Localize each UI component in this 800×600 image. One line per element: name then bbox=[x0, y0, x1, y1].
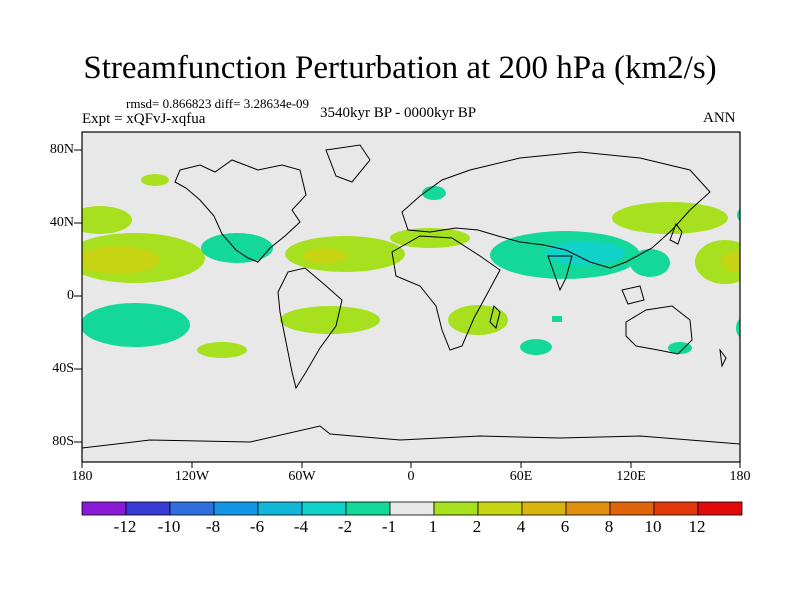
colorbar-label: -4 bbox=[293, 517, 309, 536]
colorbar-label: 10 bbox=[644, 517, 662, 536]
colorbar-label: 6 bbox=[560, 517, 570, 536]
lon-tick-180w: 180 bbox=[71, 469, 93, 484]
colorbar-label: -12 bbox=[113, 517, 137, 536]
colorbar-label: -6 bbox=[249, 517, 265, 536]
coast-japan bbox=[669, 222, 683, 245]
colorbar-label: -2 bbox=[337, 517, 353, 536]
map-background bbox=[82, 132, 740, 462]
colorbar-label: 2 bbox=[472, 517, 482, 536]
contour-fills bbox=[82, 174, 740, 358]
colorbar-box bbox=[81, 501, 127, 516]
colorbar bbox=[81, 501, 743, 516]
contour-neg-epacific bbox=[201, 233, 273, 263]
colorbar-label: -10 bbox=[157, 517, 181, 536]
contour-neg-small bbox=[552, 316, 562, 322]
lon-tick-120w: 120W bbox=[174, 469, 210, 484]
contour-pos-alaska bbox=[141, 174, 169, 186]
coast-borneo bbox=[621, 285, 645, 305]
lat-tick-80n: 80N bbox=[49, 142, 74, 157]
colorbar-box bbox=[697, 501, 743, 516]
lon-tick-180e: 180 bbox=[729, 469, 751, 484]
colorbar-box bbox=[169, 501, 215, 516]
contour-pos-atlantic-core bbox=[303, 248, 347, 264]
colorbar-box bbox=[433, 501, 479, 516]
lon-tick-60w: 60W bbox=[288, 469, 316, 484]
colorbar-box bbox=[521, 501, 567, 516]
coast-europe-asia bbox=[401, 151, 711, 269]
colorbar-label: -8 bbox=[205, 517, 221, 536]
experiment-label: Expt = xQFvJ-xqfua bbox=[82, 111, 206, 127]
contour-neg-wpacific-s bbox=[630, 249, 670, 277]
coast-madagascar bbox=[489, 305, 501, 329]
contour-neg-spacific bbox=[82, 303, 190, 347]
coast-south-america bbox=[277, 267, 343, 390]
coast-africa bbox=[391, 235, 501, 351]
contour-pos-nwpacific bbox=[612, 202, 728, 234]
colorbar-box bbox=[213, 501, 259, 516]
coast-india bbox=[547, 255, 573, 292]
contour-pos-npacific-core bbox=[82, 246, 160, 274]
coast-newzealand bbox=[719, 348, 727, 368]
colorbar-box bbox=[477, 501, 523, 516]
contour-pos-sindian bbox=[448, 305, 508, 335]
contour-pos-sh-1 bbox=[197, 342, 247, 358]
contour-neg-scand bbox=[422, 186, 446, 200]
colorbar-box bbox=[609, 501, 655, 516]
colorbar-box bbox=[125, 501, 171, 516]
colorbar-box bbox=[565, 501, 611, 516]
coastlines bbox=[82, 144, 740, 449]
lat-tick-0: 0 bbox=[67, 288, 74, 303]
contour-pos-wpacific bbox=[695, 240, 740, 284]
lat-tick-40s: 40S bbox=[52, 361, 74, 376]
colorbar-label: 1 bbox=[428, 517, 438, 536]
lat-tick-40n: 40N bbox=[49, 215, 74, 230]
contour-neg-edge bbox=[737, 208, 740, 222]
contour-pos-npacific-n bbox=[82, 206, 132, 234]
lat-ticks bbox=[74, 149, 82, 443]
lon-tick-0: 0 bbox=[407, 469, 415, 484]
colorbar-box bbox=[345, 501, 391, 516]
colorbar-label: 4 bbox=[516, 517, 526, 536]
contour-neg-tasman bbox=[668, 342, 692, 354]
lat-tick-80s: 80S bbox=[52, 434, 74, 449]
contour-neg-sindian bbox=[520, 339, 552, 355]
colorbar-label: 8 bbox=[604, 517, 614, 536]
coast-australia bbox=[625, 305, 693, 355]
colorbar-box bbox=[389, 501, 435, 516]
map-title: Streamfunction Perturbation at 200 hPa (… bbox=[83, 50, 717, 86]
lon-ticks bbox=[81, 462, 741, 468]
contour-neg-spacific-e bbox=[736, 318, 740, 338]
colorbar-box bbox=[301, 501, 347, 516]
contour-pos-atlantic-e bbox=[390, 228, 470, 248]
colorbar-box bbox=[257, 501, 303, 516]
coast-antarctica bbox=[82, 425, 740, 449]
lon-tick-120e: 120E bbox=[616, 469, 646, 484]
lon-tick-60e: 60E bbox=[509, 469, 533, 484]
colorbar-label: -1 bbox=[381, 517, 397, 536]
period-label: 3540kyr BP - 0000kyr BP bbox=[320, 105, 477, 121]
contour-pos-satlantic bbox=[280, 306, 380, 334]
colorbar-box bbox=[653, 501, 699, 516]
coast-greenland bbox=[325, 144, 371, 183]
coast-north-america bbox=[174, 159, 307, 263]
contour-pos-wpacific-core bbox=[722, 252, 740, 272]
contour-neg-asia-core bbox=[545, 241, 625, 265]
season-label: ANN bbox=[703, 110, 736, 126]
colorbar-label: 12 bbox=[688, 517, 706, 536]
stats-label: rmsd= 0.866823 diff= 3.28634e-09 bbox=[126, 96, 310, 111]
